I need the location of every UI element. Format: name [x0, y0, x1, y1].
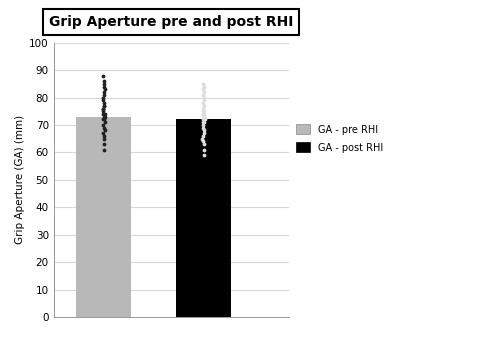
Point: [199, 81, 207, 87]
Point: [100, 114, 108, 119]
Point: [101, 87, 109, 92]
Point: [198, 139, 206, 144]
Legend: GA - pre RHI, GA - post RHI: GA - pre RHI, GA - post RHI: [296, 124, 384, 153]
Point: [200, 87, 207, 92]
Point: [100, 92, 108, 97]
Point: [98, 95, 106, 100]
Point: [200, 147, 207, 152]
Point: [100, 103, 108, 108]
Point: [200, 122, 207, 128]
Point: [100, 117, 108, 122]
Point: [100, 136, 108, 141]
Point: [199, 100, 207, 106]
Point: [200, 114, 207, 119]
Point: [100, 125, 108, 130]
Point: [200, 128, 208, 133]
Point: [100, 111, 108, 117]
Y-axis label: Grip Aperture (GA) (mm): Grip Aperture (GA) (mm): [15, 115, 25, 244]
Point: [200, 152, 208, 158]
Point: [200, 111, 207, 117]
Bar: [76, 117, 131, 317]
Point: [200, 133, 207, 139]
Point: [200, 108, 207, 114]
Point: [200, 114, 208, 119]
Point: [98, 106, 106, 111]
Point: [199, 106, 207, 111]
Point: [100, 128, 108, 133]
Point: [100, 100, 108, 106]
Point: [100, 147, 108, 152]
Point: [99, 111, 107, 117]
Point: [200, 120, 208, 125]
Point: [200, 142, 208, 147]
Point: [100, 106, 108, 111]
Bar: [176, 119, 231, 317]
Point: [200, 89, 207, 95]
Point: [100, 81, 108, 87]
Point: [100, 89, 108, 95]
Point: [200, 117, 207, 122]
Point: [200, 98, 208, 103]
Point: [100, 84, 108, 89]
Point: [200, 103, 208, 108]
Point: [99, 122, 107, 128]
Point: [100, 120, 108, 125]
Point: [100, 133, 108, 139]
Point: [99, 108, 107, 114]
Point: [200, 84, 207, 89]
Point: [200, 117, 208, 122]
Point: [100, 142, 108, 147]
Point: [198, 136, 206, 141]
Point: [200, 125, 207, 130]
Title: Grip Aperture pre and post RHI: Grip Aperture pre and post RHI: [49, 15, 294, 29]
Point: [100, 114, 108, 119]
Point: [98, 73, 106, 78]
Point: [200, 111, 208, 117]
Point: [100, 78, 108, 84]
Point: [200, 108, 207, 114]
Point: [200, 95, 208, 100]
Point: [98, 117, 106, 122]
Point: [99, 130, 107, 136]
Point: [200, 130, 207, 136]
Point: [199, 120, 207, 125]
Point: [100, 103, 108, 108]
Point: [200, 92, 207, 97]
Point: [99, 98, 107, 103]
